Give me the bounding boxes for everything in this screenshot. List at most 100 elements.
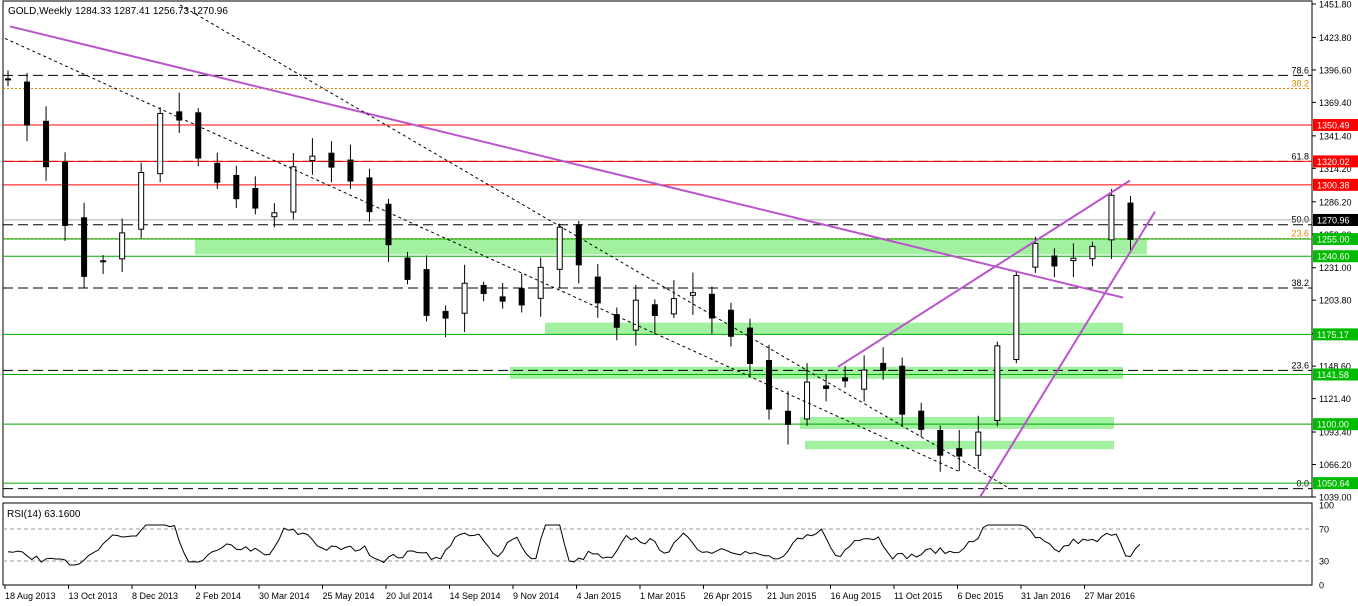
candle-body	[119, 232, 126, 260]
candle-body	[613, 314, 620, 328]
candle-body	[1108, 194, 1115, 241]
candle-body	[214, 162, 221, 183]
rsi-label: RSI(14) 63.1600	[7, 509, 81, 520]
time-tick-label: 20 Jul 2014	[386, 591, 433, 601]
candle-body	[766, 360, 773, 410]
candle-body	[423, 269, 430, 316]
candle-body	[442, 310, 449, 319]
rsi-panel-frame	[2, 502, 1313, 586]
candle-body	[994, 345, 1001, 421]
rsi-panel: 100 70 30 0	[2, 501, 1334, 591]
time-tick-label: 8 Dec 2013	[132, 591, 178, 601]
candle-body	[632, 299, 639, 331]
rsi-tick-label: 30	[1319, 557, 1329, 567]
price-tick-label: 1396.60	[1319, 65, 1352, 75]
candle-body	[689, 292, 696, 296]
resistance-price-label: 1300.38	[1317, 180, 1350, 190]
candle-body	[138, 171, 145, 230]
candle-body	[804, 381, 811, 420]
time-tick-label: 25 May 2014	[323, 591, 375, 601]
support-zone	[195, 239, 1147, 255]
time-tick-label: 31 Jan 2016	[1021, 591, 1071, 601]
candle-body	[385, 203, 392, 246]
candle-body	[328, 152, 335, 168]
fib-level-label: 38.2	[1291, 278, 1309, 288]
time-tick-label: 4 Jan 2015	[577, 591, 622, 601]
resistance-price-label: 1320.02	[1317, 157, 1350, 167]
support-price-box	[1313, 418, 1358, 431]
candle-body	[975, 431, 982, 456]
dotted-trendline-lower	[4, 37, 961, 473]
price-panel-frame	[2, 0, 1313, 498]
candle-body	[309, 155, 316, 162]
fib-level-label: 23.6	[1291, 228, 1309, 238]
price-tick-label: 1286.20	[1319, 197, 1352, 207]
dotted-trendline-upper	[179, 4, 1011, 490]
price-tick-label: 1451.80	[1319, 0, 1352, 10]
candle-body	[1089, 245, 1096, 260]
price-tick-label: 1369.40	[1319, 98, 1352, 108]
price-tick-label: 1121.40	[1319, 394, 1351, 404]
price-tick-label: 1039.00	[1319, 493, 1352, 503]
support-price-label: 1255.00	[1317, 235, 1350, 245]
time-tick-label: 13 Oct 2013	[69, 591, 118, 601]
current-price-box	[1313, 213, 1358, 226]
time-axis: 18 Aug 2013 13 Oct 2013 8 Dec 2013 2 Feb 20…	[4, 585, 1135, 601]
candle-body	[24, 81, 31, 126]
candle-body	[899, 365, 906, 415]
candle-body	[937, 429, 944, 456]
price-plot-area: 78.638.261.850.023.638.223.60.0	[2, 0, 1313, 498]
candle-body	[956, 448, 963, 457]
time-tick-label: 11 Oct 2015	[894, 591, 942, 601]
candle-body	[708, 293, 715, 319]
candle-body	[785, 410, 792, 425]
rsi-line	[7, 524, 1141, 566]
candle-body	[575, 224, 582, 266]
time-tick-label: 2 Feb 2014	[196, 591, 242, 601]
time-tick-label: 18 Aug 2013	[5, 591, 56, 601]
resistance-price-box	[1313, 118, 1358, 131]
fib-level-label: 0.0	[1296, 479, 1309, 489]
candle-body	[480, 284, 487, 295]
time-tick-label: 16 Aug 2015	[831, 591, 882, 601]
candle-body	[861, 369, 868, 390]
price-tick-label: 1066.20	[1319, 460, 1352, 470]
candle-body	[918, 410, 925, 430]
candle-body	[347, 159, 354, 182]
candle-body	[290, 166, 297, 213]
candle-body	[727, 309, 734, 337]
candle-body	[670, 298, 677, 315]
support-price-label: 1050.64	[1317, 479, 1350, 489]
rsi-tick-label: 0	[1319, 581, 1324, 591]
support-price-label: 1175.17	[1317, 330, 1349, 340]
candle-body	[62, 161, 69, 226]
candle-body	[366, 177, 373, 213]
price-tick-label: 1314.20	[1319, 164, 1352, 174]
candle-body	[1051, 255, 1058, 267]
chart-ohlc-readout: 1284.33 1287.41 1256.73 1270.96	[75, 6, 228, 17]
time-tick-label: 26 Apr 2015	[704, 591, 753, 601]
support-zone	[800, 416, 1114, 429]
time-tick-label: 9 Nov 2014	[513, 591, 559, 601]
current-price-label: 1270.96	[1317, 215, 1350, 225]
candle-body	[880, 362, 887, 371]
resistance-price-box	[1313, 155, 1358, 168]
support-price-box	[1313, 328, 1358, 341]
candle-body	[518, 288, 525, 306]
support-price-label: 1240.60	[1317, 252, 1350, 262]
time-tick-label: 14 Sep 2014	[450, 591, 501, 601]
support-price-box	[1313, 233, 1358, 246]
candle-body	[746, 327, 753, 364]
support-zone	[510, 366, 1123, 379]
price-tick-label: 1341.40	[1319, 131, 1352, 141]
candle-body	[823, 385, 830, 389]
candle-body	[271, 212, 278, 218]
purple-downtrend-line	[9, 25, 1124, 299]
time-tick-label: 30 Mar 2014	[259, 591, 310, 601]
support-price-label: 1141.58	[1317, 370, 1349, 380]
support-price-label: 1100.00	[1317, 420, 1349, 430]
candle-body	[100, 260, 107, 263]
price-axis: 1451.80 1423.80 1396.60 1369.40 1341.40 1314.…	[1312, 0, 1358, 503]
candle-body	[1070, 257, 1077, 262]
